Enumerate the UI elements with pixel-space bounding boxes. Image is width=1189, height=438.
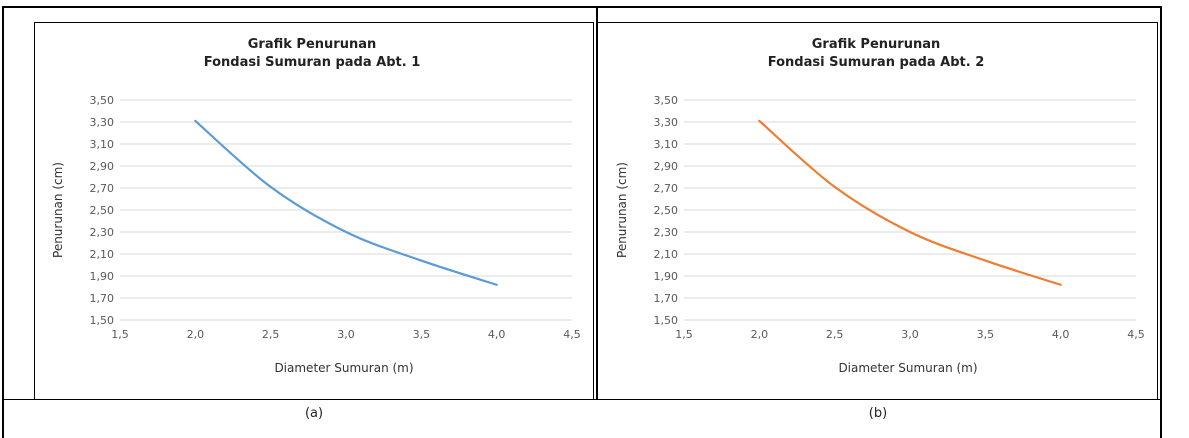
y-axis-label: Penurunan (cm) [51, 162, 65, 258]
x-tick-label: 3,0 [337, 328, 355, 341]
y-tick-label: 2,10 [654, 248, 679, 261]
caption-a: (a) [304, 406, 324, 421]
y-tick-label: 1,70 [654, 292, 679, 305]
caption-b: (b) [868, 406, 888, 421]
y-tick-label: 2,70 [654, 182, 679, 195]
y-tick-label: 2,90 [90, 160, 115, 173]
y-tick-label: 1,70 [90, 292, 115, 305]
y-tick-label: 1,50 [654, 314, 679, 327]
x-tick-label: 3,5 [413, 328, 431, 341]
chart-panel-a: Grafik Penurunan Fondasi Sumuran pada Ab… [34, 22, 594, 400]
x-tick-label: 2,5 [262, 328, 280, 341]
y-tick-label: 2,50 [90, 204, 115, 217]
panel-divider [596, 6, 598, 400]
y-tick-label: 1,50 [90, 314, 115, 327]
chart-panel-b: Grafik Penurunan Fondasi Sumuran pada Ab… [598, 22, 1158, 400]
x-tick-label: 1,5 [111, 328, 129, 341]
y-tick-label: 2,30 [90, 226, 115, 239]
y-tick-label: 2,30 [654, 226, 679, 239]
y-axis-label: Penurunan (cm) [615, 162, 629, 258]
y-tick-label: 3,30 [654, 116, 679, 129]
x-tick-label: 4,5 [1127, 328, 1145, 341]
chart-b-svg: Grafik Penurunan Fondasi Sumuran pada Ab… [615, 37, 1145, 375]
figure-frame [2, 6, 1162, 438]
x-axis-label: Diameter Sumuran (m) [274, 361, 413, 375]
x-axis-label: Diameter Sumuran (m) [838, 361, 977, 375]
y-tick-label: 1,90 [654, 270, 679, 283]
y-tick-label: 1,90 [90, 270, 115, 283]
x-tick-label: 4,5 [563, 328, 581, 341]
caption-separator [2, 399, 1162, 400]
x-tick-label: 4,0 [488, 328, 506, 341]
chart-border-a [34, 22, 594, 400]
x-tick-label: 2,0 [751, 328, 769, 341]
y-tick-label: 3,50 [654, 94, 679, 107]
y-tick-label: 2,10 [90, 248, 115, 261]
y-tick-label: 2,70 [90, 182, 115, 195]
series-line [758, 119, 1062, 286]
x-tick-label: 1,5 [675, 328, 693, 341]
x-tick-label: 4,0 [1052, 328, 1070, 341]
chart-border-b [598, 22, 1158, 400]
y-tick-label: 3,10 [654, 138, 679, 151]
chart-title-line1: Grafik Penurunan [812, 37, 940, 52]
chart-a-svg: Grafik Penurunan Fondasi Sumuran pada Ab… [51, 37, 581, 375]
y-tick-label: 2,50 [654, 204, 679, 217]
y-tick-label: 3,50 [90, 94, 115, 107]
chart-title-line2: Fondasi Sumuran pada Abt. 2 [768, 55, 985, 70]
x-tick-label: 3,0 [901, 328, 919, 341]
chart-title-line2: Fondasi Sumuran pada Abt. 1 [204, 55, 421, 70]
chart-title-line1: Grafik Penurunan [248, 37, 376, 52]
series-line [194, 119, 498, 286]
y-tick-label: 3,10 [90, 138, 115, 151]
x-tick-label: 3,5 [977, 328, 995, 341]
y-tick-label: 2,90 [654, 160, 679, 173]
x-tick-label: 2,5 [826, 328, 844, 341]
y-tick-label: 3,30 [90, 116, 115, 129]
x-tick-label: 2,0 [187, 328, 205, 341]
